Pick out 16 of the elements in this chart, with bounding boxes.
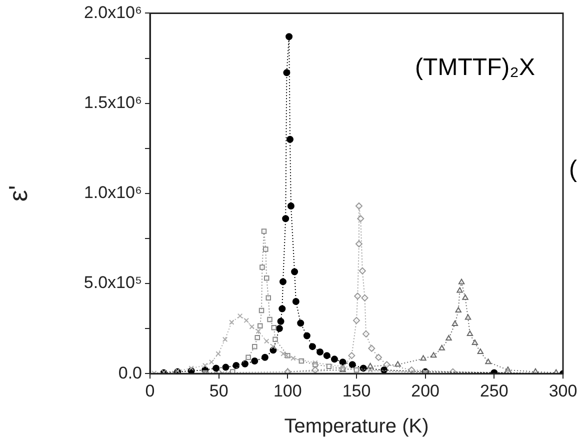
y-axis-title: ε' xyxy=(2,185,33,202)
x-tick-label: 50 xyxy=(209,381,228,400)
text: ( xyxy=(569,156,577,183)
x-tick-label: 200 xyxy=(411,381,440,400)
x-tick-label: 300 xyxy=(548,381,578,400)
y-tick-label: 5.0x10⁵ xyxy=(84,273,142,292)
x-tick-label: 100 xyxy=(273,381,302,400)
annotation: (TMTTF)₂X xyxy=(415,54,535,82)
y-tick-label: 2.0x10⁶ xyxy=(84,2,142,22)
x-tick-label: 0 xyxy=(145,381,155,400)
y-tick-label: 1.5x10⁶ xyxy=(84,92,142,112)
x-tick-label: 250 xyxy=(480,381,508,400)
y-tick-label: 0.0 xyxy=(118,363,142,382)
x-axis-title: Temperature (K) xyxy=(284,416,429,438)
y-tick-label: 1.0x10⁶ xyxy=(84,183,142,202)
x-tick-label: 150 xyxy=(342,381,371,400)
